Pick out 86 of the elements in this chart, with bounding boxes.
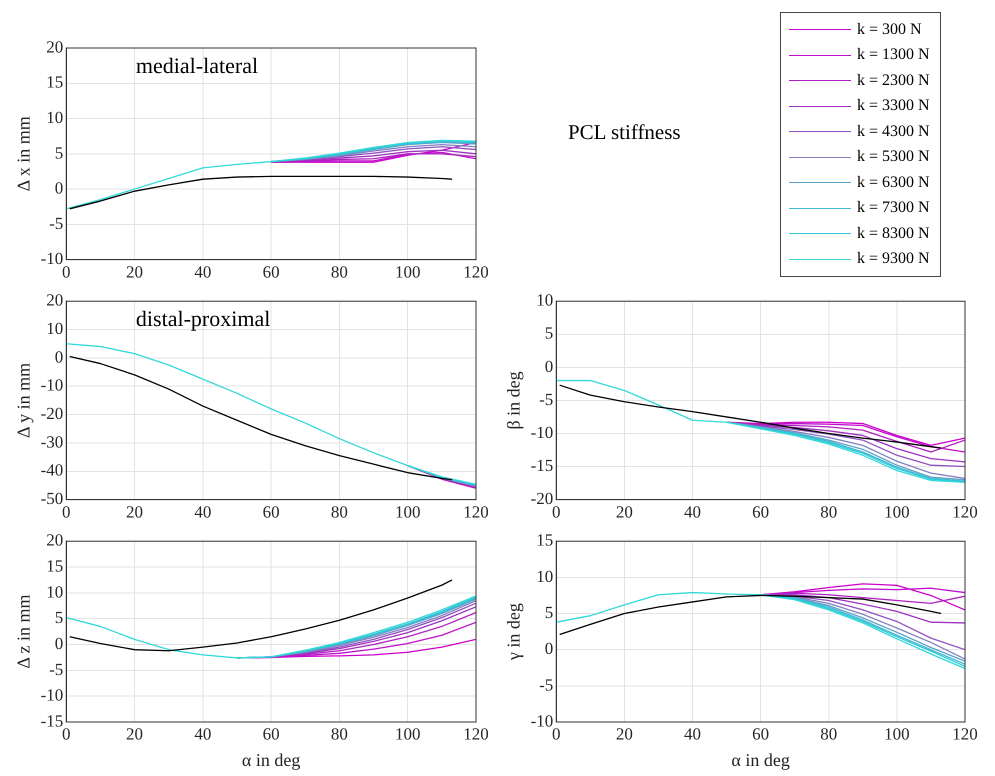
- y-tick-label: 15: [536, 530, 554, 550]
- y-axis-title: Δ y in mm: [14, 362, 34, 438]
- x-tick-label: 120: [463, 262, 489, 282]
- legend-label: k = 2300 N: [857, 72, 930, 90]
- y-axis-title: Δ x in mm: [14, 116, 34, 192]
- x-tick-label: 40: [684, 502, 702, 522]
- y-tick-label: -40: [40, 460, 64, 480]
- y-tick-label: 15: [46, 556, 64, 576]
- y-tick-label: 15: [46, 72, 64, 92]
- y-tick-label: -5: [539, 675, 554, 694]
- y-tick-label: 5: [54, 143, 64, 162]
- legend-title: PCL stiffness: [568, 120, 681, 145]
- y-axis-title: Δ z in mm: [14, 594, 34, 669]
- y-tick-label: 20: [46, 37, 64, 56]
- y-axis-title: γ in deg: [504, 603, 524, 662]
- y-tick-label: -50: [40, 489, 64, 508]
- x-tick-label: 40: [194, 502, 212, 522]
- x-tick-label: 100: [394, 502, 420, 522]
- y-tick-label: 0: [54, 634, 64, 653]
- x-tick-label: 20: [616, 502, 633, 522]
- x-tick-label: 80: [330, 724, 348, 744]
- y-tick-label: -10: [40, 376, 64, 395]
- x-tick-label: 80: [330, 262, 348, 282]
- legend-label: k = 3300 N: [857, 97, 930, 116]
- x-tick-label: 60: [752, 724, 770, 744]
- legend-label: k = 6300 N: [857, 174, 930, 192]
- x-tick-label: 40: [194, 724, 212, 744]
- y-tick-label: 20: [46, 290, 64, 310]
- y-tick-label: -5: [539, 390, 554, 409]
- x-tick-label: 60: [262, 262, 280, 282]
- y-tick-label: 20: [46, 530, 64, 550]
- x-tick-label: 120: [952, 724, 978, 744]
- annotation: medial-lateral: [136, 52, 258, 78]
- x-axis-title: α in deg: [242, 750, 300, 770]
- y-tick-label: 5: [544, 324, 554, 343]
- y-tick-label: -15: [40, 711, 64, 730]
- y-tick-label: -15: [530, 456, 554, 475]
- x-tick-label: 100: [884, 502, 910, 522]
- y-tick-label: 10: [46, 582, 64, 602]
- x-tick-label: 120: [463, 724, 489, 744]
- x-tick-label: 60: [262, 502, 280, 522]
- y-tick-label: -5: [49, 660, 64, 679]
- legend-label: k = 5300 N: [857, 148, 930, 166]
- x-tick-label: 120: [952, 502, 978, 522]
- y-tick-label: 5: [544, 602, 554, 622]
- annotation: distal-proximal: [136, 306, 270, 331]
- x-tick-label: 100: [394, 262, 420, 282]
- x-tick-label: 20: [126, 724, 144, 744]
- x-tick-label: 100: [884, 724, 910, 744]
- x-axis-title: α in deg: [731, 750, 790, 770]
- y-tick-label: 0: [544, 356, 554, 376]
- legend-label: k = 1300 N: [857, 46, 930, 64]
- y-axis-title: β in deg: [504, 371, 524, 430]
- x-tick-label: 20: [126, 502, 144, 522]
- y-tick-label: -10: [530, 422, 554, 442]
- y-tick-label: 5: [54, 608, 64, 628]
- legend-label: k = 300 N: [857, 20, 922, 39]
- y-tick-label: -10: [40, 249, 64, 268]
- y-tick-label: 0: [54, 178, 64, 198]
- y-tick-label: 10: [536, 566, 554, 586]
- legend-label: k = 9300 N: [857, 250, 930, 268]
- y-tick-label: 10: [536, 290, 554, 310]
- x-tick-label: 60: [262, 724, 280, 744]
- y-tick-label: -10: [40, 686, 64, 705]
- x-tick-label: 40: [194, 262, 212, 282]
- x-tick-label: 100: [394, 724, 420, 744]
- x-tick-label: 120: [463, 502, 489, 522]
- x-tick-label: 60: [752, 502, 770, 522]
- y-tick-label: 10: [46, 108, 64, 127]
- legend-label: k = 4300 N: [857, 122, 930, 141]
- y-tick-label: -10: [530, 711, 554, 730]
- legend-label: k = 7300 N: [857, 199, 930, 218]
- y-tick-label: -5: [49, 214, 64, 233]
- y-tick-label: 10: [46, 319, 64, 338]
- y-tick-label: -20: [530, 489, 554, 508]
- x-tick-label: 20: [616, 724, 633, 744]
- x-tick-label: 80: [820, 502, 838, 522]
- y-tick-label: 0: [544, 639, 554, 658]
- y-tick-label: -30: [40, 432, 64, 452]
- x-tick-label: 80: [330, 502, 348, 522]
- legend-label: k = 8300 N: [857, 224, 930, 243]
- x-tick-label: 80: [820, 724, 838, 744]
- y-tick-label: -20: [40, 404, 64, 424]
- y-tick-label: 0: [54, 347, 64, 366]
- x-tick-label: 40: [684, 724, 702, 744]
- x-tick-label: 20: [126, 262, 144, 282]
